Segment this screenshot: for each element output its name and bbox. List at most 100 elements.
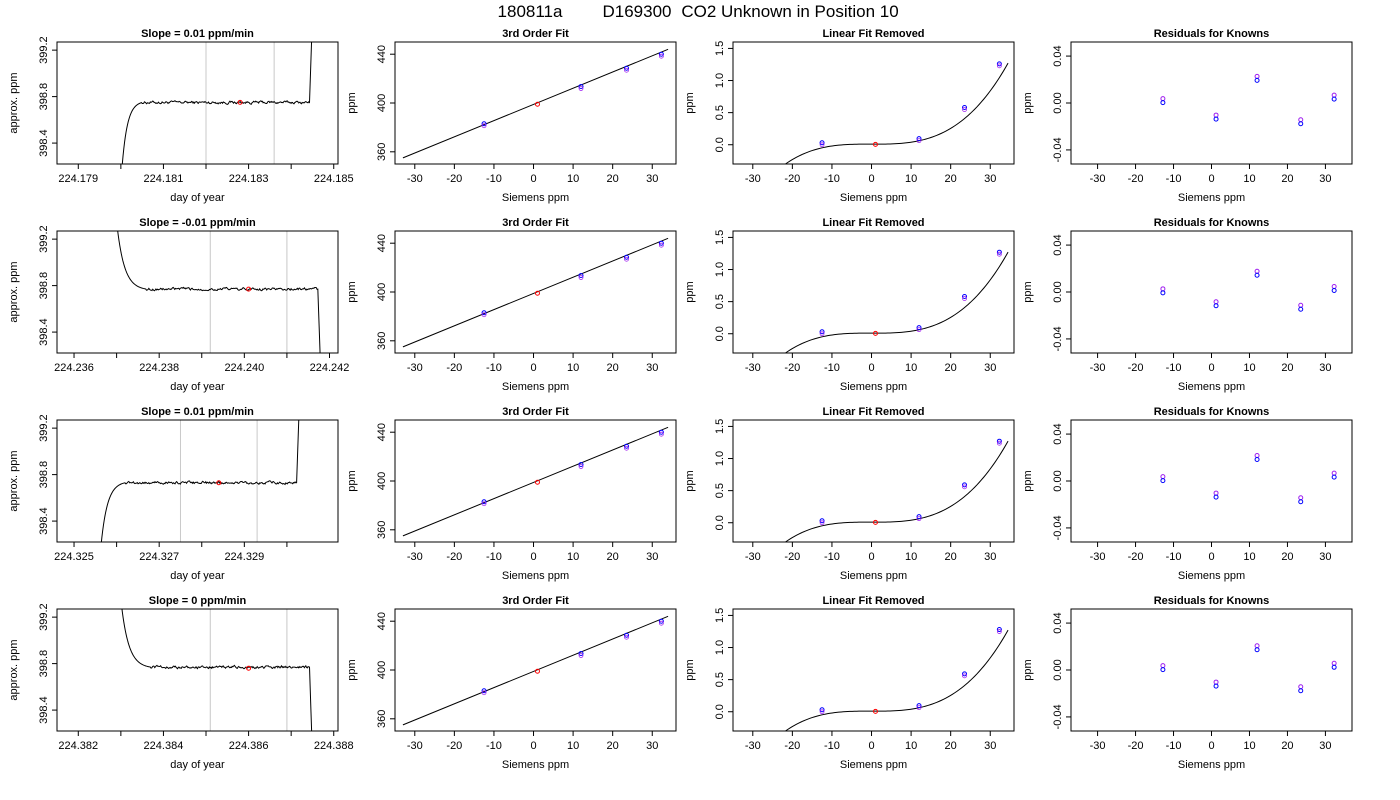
x-tick-label-r1c2-4: 10 xyxy=(905,362,917,374)
y-axis-label-r0c1: ppm xyxy=(346,92,358,113)
known-point-r1c1-2 xyxy=(624,254,630,260)
y-tick-label-r1c2-0: 0.0 xyxy=(714,326,726,341)
y-tick-label-r2c0-1: 398.8 xyxy=(38,461,50,489)
plot-area-r3c1 xyxy=(402,615,669,726)
y-tick-label-r3c2-0: 0.0 xyxy=(714,704,726,719)
y-tick-label-r1c2-3: 1.5 xyxy=(714,230,726,245)
y-tick-label-r0c2-3: 1.5 xyxy=(714,41,726,56)
y-tick-label-r0c3-0: -0.04 xyxy=(1052,137,1064,162)
known-point-r2c2-1 xyxy=(916,514,922,520)
figure-title-tank: D169300 xyxy=(602,2,671,21)
unknown-marker-r2c0 xyxy=(216,480,222,486)
x-tick-label-r2c3-0: -30 xyxy=(1090,551,1106,563)
x-axis-label-r3c3: Siemens ppm xyxy=(1178,759,1245,771)
x-axis-r1c2: -30 -20 -10 0 10 20 30 xyxy=(745,353,996,374)
unknown-point-r3c2 xyxy=(872,708,878,714)
y-tick-label-r1c0-1: 398.8 xyxy=(38,272,50,300)
y-tick-label-r1c3-1: 0.00 xyxy=(1052,281,1064,302)
known-point-r0c1-0 xyxy=(481,121,487,127)
plot-frame-r0c0 xyxy=(56,41,339,165)
y-tick-label-r0c1-1: 400 xyxy=(376,94,388,112)
y-tick-label-r2c2-0: 0.0 xyxy=(714,515,726,530)
trace-line-r0c0 xyxy=(121,42,313,164)
plot-frame-r2c1 xyxy=(394,419,677,543)
x-tick-label-r3c1-0: -30 xyxy=(407,740,423,752)
x-tick-label-r3c3-4: 10 xyxy=(1243,740,1255,752)
known-point-r1c2-2 xyxy=(962,293,968,299)
x-tick-label-r1c3-1: -20 xyxy=(1128,362,1144,374)
y-tick-label-r0c1-2: 440 xyxy=(376,45,388,63)
y-tick-label-r2c0-0: 398.4 xyxy=(38,507,50,535)
panel-title-r3c3: Residuals for Knowns xyxy=(1154,595,1270,607)
residual-point-dup-r2c3-3 xyxy=(1298,499,1304,505)
known-point-dup-r3c1-1 xyxy=(578,653,584,658)
x-tick-label-r3c3-5: 20 xyxy=(1281,740,1293,752)
y-tick-label-r2c3-1: 0.00 xyxy=(1052,470,1064,491)
y-axis-label-r2c3: ppm xyxy=(1022,470,1034,491)
x-tick-label-r0c2-0: -30 xyxy=(745,173,761,185)
known-point-r3c1-3 xyxy=(658,618,664,624)
known-point-r1c2-0 xyxy=(819,329,825,335)
y-tick-label-r1c1-2: 440 xyxy=(376,234,388,252)
y-tick-label-r2c2-2: 1.0 xyxy=(714,451,726,466)
panel-r0c1: 3rd Order Fit Siemens ppm ppm -30 -20 -10 0 10 2… xyxy=(346,28,677,204)
y-tick-label-r3c1-1: 400 xyxy=(376,661,388,679)
x-tick-label-r3c1-3: 0 xyxy=(530,740,536,752)
panel-title-r0c0: Slope = 0.01 ppm/min xyxy=(141,28,254,40)
y-axis-label-r1c3: ppm xyxy=(1022,281,1034,302)
x-tick-label-r3c3-2: -10 xyxy=(1166,740,1182,752)
x-tick-label-r2c1-6: 30 xyxy=(646,551,658,563)
known-point-dup-r3c1-3 xyxy=(658,620,664,626)
y-tick-label-r1c0-2: 399.2 xyxy=(38,225,50,253)
y-axis-label-r0c2: ppm xyxy=(684,92,696,113)
x-tick-label-r3c0-4: 224.386 xyxy=(229,740,269,752)
x-tick-label-r0c2-2: -10 xyxy=(824,173,840,185)
x-tick-label-r0c0-0: 224.179 xyxy=(58,173,98,185)
y-axis-r2c2: 0.0 0.5 1.0 1.5 xyxy=(714,419,733,530)
plot-area-r2c2 xyxy=(784,438,1009,542)
x-axis-label-r1c3: Siemens ppm xyxy=(1178,381,1245,393)
known-point-dup-r0c2-3 xyxy=(996,63,1002,69)
x-tick-label-r3c1-6: 30 xyxy=(646,740,658,752)
y-tick-label-r3c2-2: 1.0 xyxy=(714,640,726,655)
y-tick-label-r0c3-1: 0.00 xyxy=(1052,92,1064,113)
y-axis-r3c0: 398.4 398.8 399.2 xyxy=(38,603,57,724)
y-tick-label-r3c3-2: 0.04 xyxy=(1052,612,1064,633)
x-axis-r2c2: -30 -20 -10 0 10 20 30 xyxy=(745,542,996,563)
y-axis-r3c1: 360 400 440 xyxy=(376,612,395,728)
known-point-r1c1-3 xyxy=(658,240,664,246)
x-tick-label-r1c3-3: 0 xyxy=(1208,362,1214,374)
plot-area-r3c0 xyxy=(121,609,313,731)
known-point-dup-r0c2-0 xyxy=(819,142,825,148)
x-axis-r2c3: -30 -20 -10 0 10 20 30 xyxy=(1090,542,1332,563)
y-tick-label-r1c1-0: 360 xyxy=(376,332,388,350)
x-tick-label-r1c3-0: -30 xyxy=(1090,362,1106,374)
y-tick-label-r3c2-3: 1.5 xyxy=(714,608,726,623)
known-point-r3c2-2 xyxy=(962,671,968,677)
known-point-r3c1-1 xyxy=(578,651,584,657)
x-tick-label-r2c1-0: -30 xyxy=(407,551,423,563)
x-tick-label-r0c3-6: 30 xyxy=(1319,173,1331,185)
y-axis-r0c3: -0.04 0.00 0.04 xyxy=(1052,45,1071,162)
x-tick-label-r3c2-0: -30 xyxy=(745,740,761,752)
unknown-point-r2c1 xyxy=(534,479,540,485)
x-axis-label-r1c0: day of year xyxy=(170,381,225,393)
x-tick-label-r0c1-5: 20 xyxy=(607,173,619,185)
residual-point-dup-r0c3-1 xyxy=(1213,116,1219,122)
known-point-dup-r1c1-1 xyxy=(578,275,584,280)
y-tick-label-r2c1-0: 360 xyxy=(376,521,388,539)
x-tick-label-r1c1-6: 30 xyxy=(646,362,658,374)
known-point-r1c2-3 xyxy=(996,249,1002,255)
x-tick-label-r1c3-6: 30 xyxy=(1319,362,1331,374)
x-axis-r1c1: -30 -20 -10 0 10 20 30 xyxy=(407,353,658,374)
x-axis-label-r2c0: day of year xyxy=(170,570,225,582)
y-tick-label-r0c0-1: 398.8 xyxy=(38,83,50,111)
y-tick-label-r0c2-0: 0.0 xyxy=(714,137,726,152)
panel-r1c2: Linear Fit Removed Siemens ppm ppm -30 -20 -1… xyxy=(684,217,1015,393)
known-point-r2c1-3 xyxy=(658,429,664,435)
plot-area-r1c1 xyxy=(402,237,669,348)
x-axis-r2c1: -30 -20 -10 0 10 20 30 xyxy=(407,542,658,563)
known-point-dup-r2c1-3 xyxy=(658,431,664,437)
unknown-marker-r0c0 xyxy=(237,99,243,105)
